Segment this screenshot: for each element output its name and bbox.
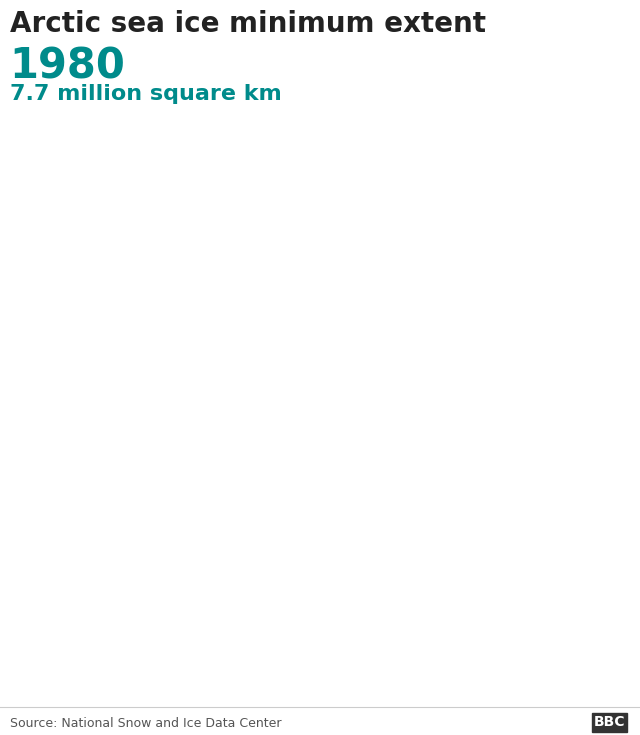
Text: BBC: BBC xyxy=(594,715,625,729)
Text: 7.7 million square km: 7.7 million square km xyxy=(10,84,282,104)
Text: Arctic sea ice minimum extent: Arctic sea ice minimum extent xyxy=(10,10,486,37)
Text: 1980: 1980 xyxy=(10,46,125,88)
Text: Source: National Snow and Ice Data Center: Source: National Snow and Ice Data Cente… xyxy=(10,717,281,730)
